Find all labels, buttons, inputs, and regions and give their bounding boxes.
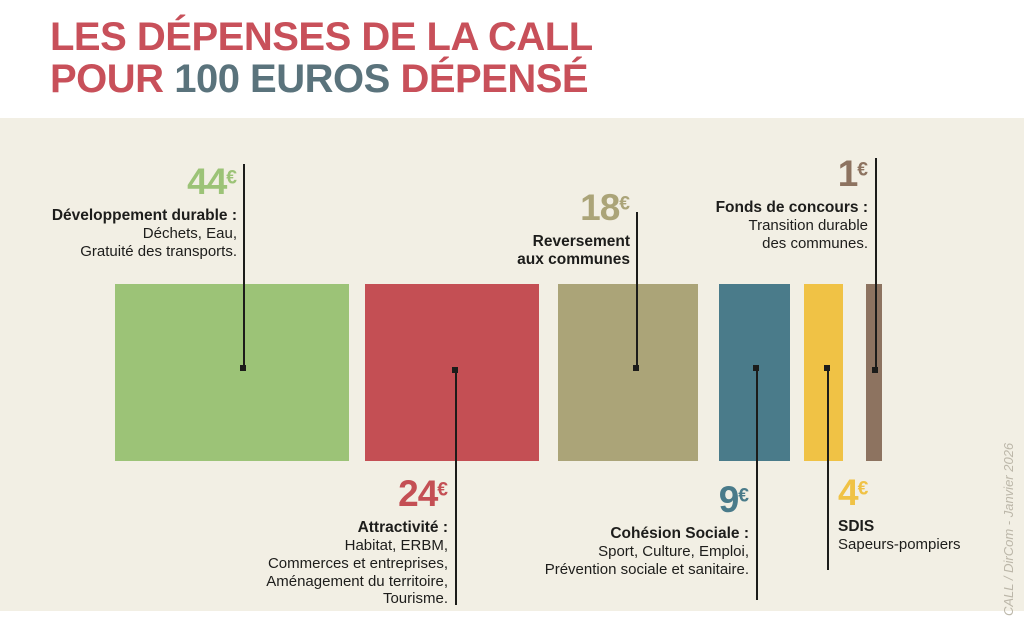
label-detail: Sport, Culture, Emploi, [598,543,749,561]
label-detail: Sapeurs-pompiers [838,536,961,554]
euro-sign: € [857,159,868,181]
euro-sign: € [226,167,237,189]
pointer-line-developpement-durable [243,164,245,368]
bar-sdis [804,284,843,461]
label-title: Fonds de concours : [715,199,868,216]
label-title: Développement durable : [51,207,237,224]
label-attractivite: 24€ Attractivité : Habitat, ERBM, Commer… [266,475,448,608]
title-line2-pre: POUR [50,57,164,101]
pointer-line-fonds-de-concours [875,158,877,370]
label-detail: des communes. [762,234,868,252]
label-detail: Tourisme. [382,590,448,608]
label-detail: Aménagement du territoire, [266,572,448,590]
label-detail: Gratuité des transports. [80,242,237,260]
bar-developpement-durable [115,284,349,461]
title-line2-highlight: 100 EUROS [174,57,390,101]
bar-cohesion-sociale [719,284,790,461]
value-developpement-durable: 44€ [187,161,237,202]
title-line2-post: DÉPENSÉ [400,57,589,101]
value-attractivite: 24€ [398,473,448,514]
euro-sign: € [619,193,630,215]
pointer-dot-cohesion-sociale [753,365,759,371]
euro-sign: € [738,485,749,507]
pointer-dot-developpement-durable [240,365,246,371]
value-fonds-de-concours: 1€ [837,153,868,194]
pointer-line-cohesion-sociale [756,370,758,600]
pointer-line-sdis [827,370,829,570]
label-developpement-durable: 44€ Développement durable : Déchets, Eau… [52,163,237,261]
pointer-dot-reversement-communes [633,365,639,371]
label-cohesion-sociale: 9€ Cohésion Sociale : Sport, Culture, Em… [545,481,749,579]
page-title: LES DÉPENSES DE LA CALL POUR 100 EUROS D… [50,16,593,100]
pointer-dot-fonds-de-concours [872,367,878,373]
euro-sign: € [437,479,448,501]
euro-sign: € [857,478,869,500]
label-title: Reversement [532,233,630,250]
label-detail: Déchets, Eau, [142,225,237,243]
pointer-line-attractivite [455,370,457,605]
value-cohesion-sociale: 9€ [718,479,749,520]
label-detail: Commerces et entreprises, [267,554,448,572]
label-sdis: 4€ SDIS Sapeurs-pompiers [838,474,961,554]
label-reversement-communes: 18€ Reversement aux communes [517,189,630,270]
label-title: Attractivité : [357,519,448,536]
value-sdis: 4€ [838,472,869,513]
title-line1: LES DÉPENSES DE LA CALL [50,15,593,59]
credit-text: CALL / DirCom - Janvier 2026 [1001,442,1016,616]
label-detail: Transition durable [748,217,868,235]
pointer-line-reversement-communes [636,212,638,368]
pointer-dot-attractivite [452,367,458,373]
label-title: Cohésion Sociale : [610,525,749,542]
label-fonds-de-concours: 1€ Fonds de concours : Transition durabl… [716,155,868,253]
pointer-dot-sdis [824,365,830,371]
value-reversement-communes: 18€ [580,187,630,228]
label-title: SDIS [838,518,875,535]
label-detail: Prévention sociale et sanitaire. [544,560,749,578]
label-detail: Habitat, ERBM, [344,537,448,555]
label-title: aux communes [517,251,630,269]
bar-reversement-communes [558,284,698,461]
